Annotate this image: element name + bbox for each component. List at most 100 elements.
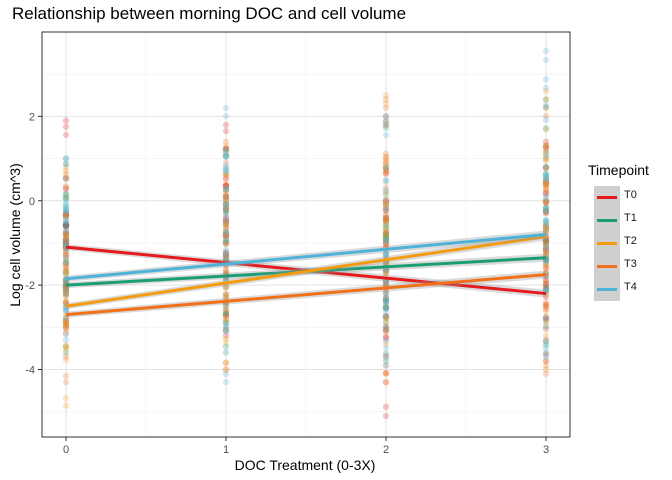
data-point — [62, 160, 70, 168]
data-point — [542, 298, 550, 306]
data-point — [542, 149, 550, 156]
data-point — [222, 104, 230, 112]
data-point — [222, 214, 230, 222]
data-point — [382, 188, 390, 196]
data-point — [62, 207, 70, 215]
data-point — [222, 171, 230, 178]
legend-swatch — [597, 265, 617, 268]
data-point — [222, 193, 230, 200]
data-point — [62, 372, 70, 380]
y-tick-label: 2 — [29, 111, 35, 123]
data-point — [62, 287, 70, 294]
data-point — [62, 250, 70, 257]
data-point — [382, 231, 390, 238]
data-point — [542, 96, 550, 103]
data-point — [222, 182, 230, 190]
data-point — [62, 293, 70, 300]
data-point — [222, 153, 230, 160]
data-point — [62, 220, 70, 228]
data-point — [222, 112, 230, 120]
data-point — [222, 239, 230, 247]
data-point — [542, 163, 550, 171]
data-point — [62, 194, 70, 201]
data-point — [382, 156, 390, 164]
data-point — [382, 104, 390, 111]
data-point — [382, 251, 390, 259]
data-point — [62, 257, 70, 265]
data-point — [62, 289, 70, 296]
axes: 0 1 2 3 -4 -2 0 2 — [25, 31, 571, 456]
data-point — [62, 248, 70, 255]
data-point — [542, 349, 550, 356]
data-point — [382, 232, 390, 239]
data-point — [542, 241, 550, 249]
y-tick-label: 0 — [29, 196, 35, 208]
data-point — [222, 339, 230, 346]
data-point — [382, 289, 390, 296]
data-point — [542, 112, 550, 120]
point-column-T1 — [62, 155, 70, 356]
data-point — [62, 222, 70, 230]
data-point — [382, 323, 390, 330]
data-point — [382, 267, 390, 274]
data-point — [62, 315, 70, 322]
data-point — [542, 217, 550, 224]
data-point — [222, 378, 230, 386]
data-point — [382, 214, 390, 222]
point-column-T1 — [542, 96, 550, 356]
data-point — [222, 203, 230, 210]
data-point — [542, 285, 550, 293]
data-point — [62, 286, 70, 293]
data-point — [542, 262, 550, 269]
data-point — [542, 336, 550, 344]
data-point — [382, 232, 390, 239]
data-point — [62, 161, 70, 168]
data-point — [222, 224, 230, 232]
data-point — [542, 237, 550, 245]
data-point — [222, 153, 230, 160]
data-point — [62, 291, 70, 299]
data-point — [382, 167, 390, 174]
data-point — [222, 246, 230, 253]
data-point — [542, 180, 550, 187]
data-point — [62, 222, 70, 230]
data-point — [382, 340, 390, 347]
data-point — [222, 237, 230, 245]
data-point — [222, 185, 230, 192]
data-point — [222, 220, 230, 227]
data-point — [222, 149, 230, 156]
data-point — [62, 318, 70, 325]
data-point — [62, 324, 70, 331]
data-point — [62, 314, 70, 321]
data-point — [222, 324, 230, 331]
data-point — [382, 318, 390, 325]
data-point — [62, 212, 70, 219]
data-point — [382, 198, 390, 206]
data-point — [222, 152, 230, 160]
data-point — [222, 201, 230, 209]
data-point — [222, 138, 230, 145]
data-point — [382, 197, 390, 204]
data-point — [222, 309, 230, 317]
data-point — [542, 179, 550, 187]
data-point — [62, 155, 70, 162]
data-point — [382, 153, 390, 161]
data-point — [382, 165, 390, 172]
data-point — [382, 297, 390, 305]
data-point — [382, 96, 390, 103]
data-point — [382, 169, 390, 177]
data-point — [62, 217, 70, 225]
data-point — [222, 292, 230, 299]
data-point — [222, 290, 230, 298]
data-point — [62, 237, 70, 244]
data-point — [542, 182, 550, 190]
data-point — [542, 260, 550, 267]
data-point — [542, 319, 550, 327]
data-point — [222, 205, 230, 212]
data-point — [382, 233, 390, 241]
data-point — [542, 200, 550, 207]
data-point — [382, 250, 390, 258]
data-point — [222, 311, 230, 318]
data-point — [542, 145, 550, 152]
